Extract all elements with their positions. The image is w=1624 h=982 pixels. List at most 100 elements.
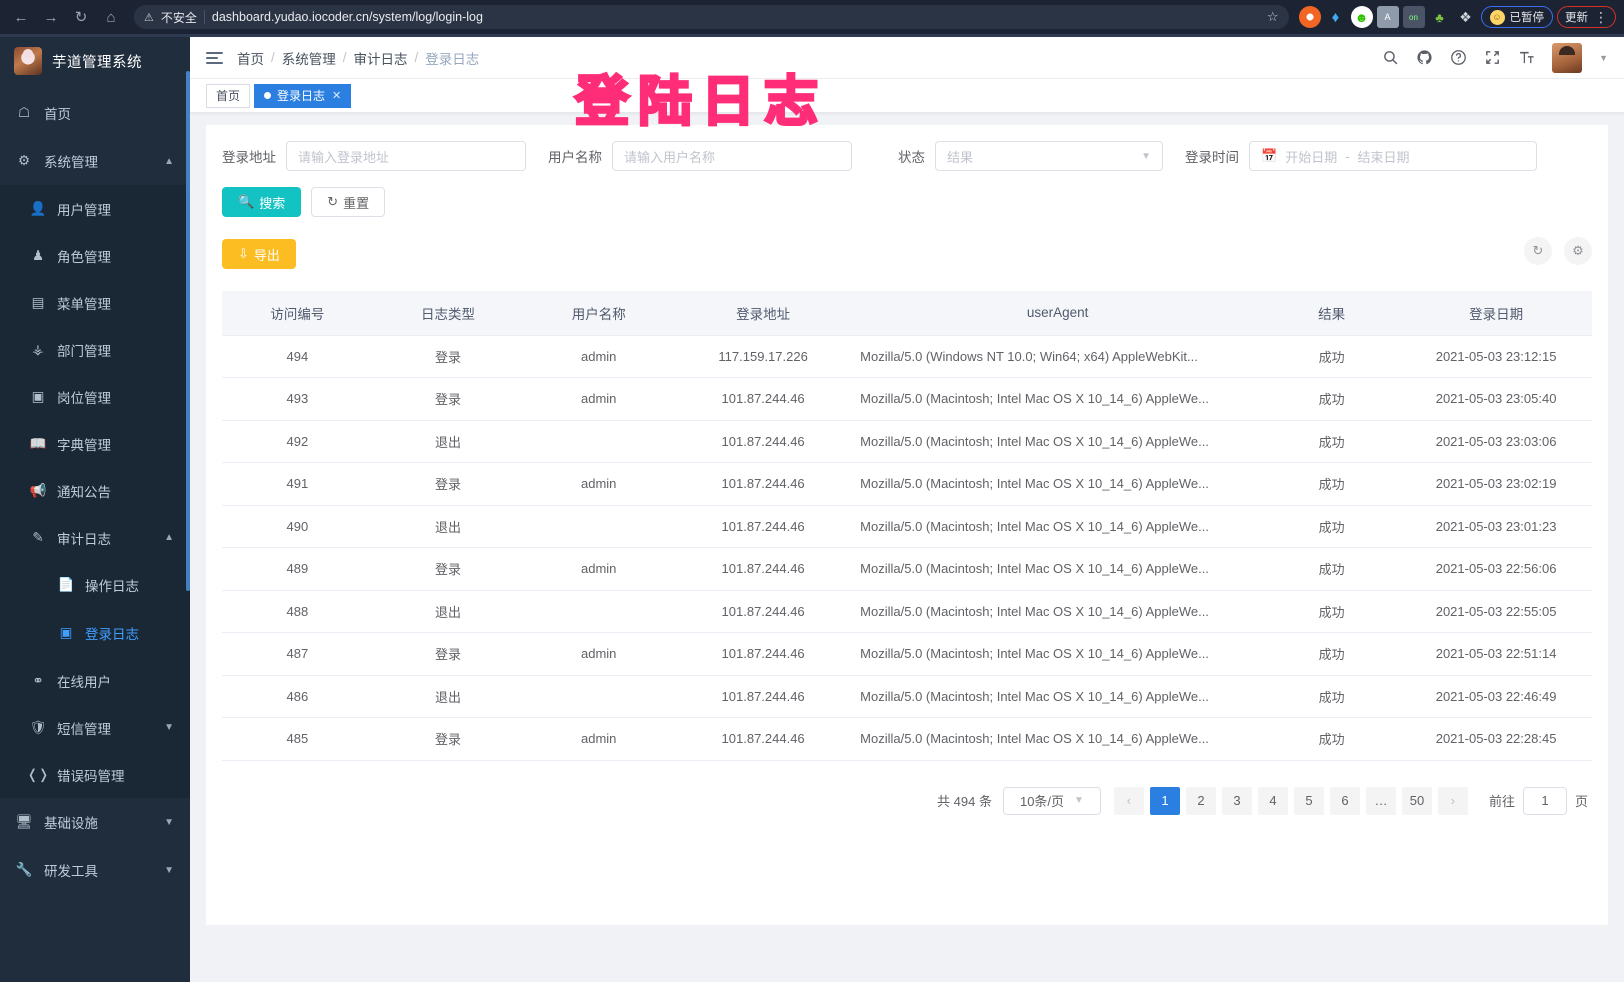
breadcrumb-item-system[interactable]: 系统管理 [281, 51, 336, 67]
refresh-circle-icon[interactable]: ↻ [1524, 237, 1552, 265]
sidebar-item-dept-mgmt[interactable]: ⚶ 部门管理 [0, 326, 190, 373]
pagination-page-4[interactable]: 4 [1257, 786, 1288, 815]
table-row[interactable]: 486 退出 101.87.244.46 Mozilla/5.0 (Macintosh… [222, 675, 1592, 718]
book-icon: 📖 [29, 435, 47, 451]
daterange-login-time[interactable]: 📅 开始日期 - 结束日期 [1249, 141, 1537, 171]
tab-home[interactable]: 首页 [206, 83, 251, 108]
home-icon[interactable]: ⌂ [106, 8, 116, 26]
columns-settings-icon[interactable]: ⚙ [1564, 237, 1592, 265]
table-row[interactable]: 487 登录 admin 101.87.244.46 Mozilla/5.0 (Maci… [222, 632, 1592, 676]
pagination-page-1[interactable]: 1 [1149, 786, 1180, 815]
table-row[interactable]: 492 退出 101.87.244.46 Mozilla/5.0 (Macintosh… [222, 420, 1592, 463]
pagination-next-button[interactable]: › [1437, 786, 1468, 815]
sidebar-item-label: 首页 [44, 107, 71, 122]
extension-icon-orange[interactable] [1298, 6, 1321, 28]
table-row[interactable]: 493 登录 admin 101.87.244.46 Mozilla/5.0 (Maci… [222, 377, 1592, 421]
sidebar-item-menu-mgmt[interactable]: ▤ 菜单管理 [0, 279, 190, 326]
pagination-page-3[interactable]: 3 [1221, 786, 1252, 815]
sidebar-item-operation-log[interactable]: 📄 操作日志 [0, 561, 190, 609]
sidebar-item-system[interactable]: ⚙ 系统管理 ▲ [0, 137, 190, 185]
extension-icon-translate[interactable]: A [1376, 6, 1399, 28]
update-button[interactable]: 更新 ⋮ [1557, 6, 1616, 28]
sidebar-item-post-mgmt[interactable]: ▣ 岗位管理 [0, 373, 190, 420]
pagination-page-5[interactable]: 5 [1293, 786, 1324, 815]
pagination-page-6[interactable]: 6 [1329, 786, 1360, 815]
input-placeholder: 请输入用户名称 [624, 149, 716, 165]
jump-page-value: 1 [1541, 793, 1549, 808]
fullscreen-icon[interactable] [1484, 49, 1501, 66]
sidebar-item-dict-mgmt[interactable]: 📖 字典管理 [0, 420, 190, 467]
sidebar-item-sms-mgmt[interactable]: 🛡 短信管理 ▼ [0, 704, 190, 751]
sidebar-item-error-code[interactable]: ❬❭ 错误码管理 [0, 751, 190, 798]
breadcrumb-item-home[interactable]: 首页 [237, 51, 264, 67]
cell-user-agent: Mozilla/5.0 (Macintosh; Intel Mac OS X 1… [852, 420, 1264, 463]
cell-login-address: 101.87.244.46 [674, 420, 853, 463]
extension-icon-on[interactable]: on [1402, 6, 1425, 28]
pagination-page-2[interactable]: 2 [1185, 786, 1216, 815]
font-size-icon[interactable] [1518, 49, 1535, 66]
reload-icon[interactable]: ↻ [74, 9, 88, 26]
profile-paused-badge[interactable]: ☺ 已暂停 [1480, 6, 1553, 28]
sidebar-item-audit-log[interactable]: ✎ 审计日志 ▲ [0, 514, 190, 561]
search-button[interactable]: 🔍 搜索 [222, 187, 302, 217]
cell-login-address: 117.159.17.226 [674, 335, 853, 378]
search-input-username[interactable]: 请输入用户名称 [612, 141, 852, 171]
cell-login-date: 2021-05-03 23:02:19 [1400, 462, 1592, 506]
export-button[interactable]: ⇩ 导出 [222, 239, 296, 269]
reset-button[interactable]: ↻ 重置 [311, 187, 386, 217]
select-status[interactable]: 结果 ▼ [935, 141, 1163, 171]
tab-active-dot-icon [264, 92, 272, 99]
sidebar-item-role-mgmt[interactable]: ♟ 角色管理 [0, 232, 190, 279]
sidebar-item-home[interactable]: ☖ 首页 [0, 89, 190, 137]
pagination-prev-button[interactable]: ‹ [1113, 786, 1144, 815]
address-bar[interactable]: ⚠ 不安全 dashboard.yudao.iocoder.cn/system/… [134, 5, 1289, 29]
table-row[interactable]: 494 登录 admin 117.159.17.226 Mozilla/5.0 (Win… [222, 335, 1592, 378]
field-label: 用户名称 [548, 150, 602, 165]
avatar[interactable] [1552, 42, 1583, 73]
search-input-login-address[interactable]: 请输入登录地址 [286, 141, 526, 171]
cell-result: 成功 [1263, 590, 1401, 633]
bookmark-star-icon[interactable]: ☆ [1266, 9, 1279, 24]
cell-login-address: 101.87.244.46 [674, 505, 853, 548]
pagination-page-50[interactable]: 50 [1401, 786, 1432, 815]
chevron-down-icon[interactable]: ▼ [1599, 52, 1608, 63]
pagination-ellipsis[interactable]: … [1365, 786, 1396, 815]
pagination-jump: 前往 1 页 [1489, 786, 1588, 815]
github-icon[interactable] [1416, 49, 1433, 66]
sidebar-item-online-user[interactable]: ⚭ 在线用户 [0, 657, 190, 704]
daterange-start-placeholder: 开始日期 [1285, 149, 1338, 165]
sidebar-item-dev-tools[interactable]: 🔧 研发工具 ▼ [0, 846, 190, 894]
page-size-value: 10条/页 [1019, 794, 1065, 809]
sidebar-item-label: 系统管理 [44, 155, 98, 170]
extension-icon-leaf[interactable]: ♣ [1435, 9, 1444, 25]
table-row[interactable]: 491 登录 admin 101.87.244.46 Mozilla/5.0 (Maci… [222, 462, 1592, 506]
cell-log-type: 登录 [372, 462, 524, 506]
table-row[interactable]: 488 退出 101.87.244.46 Mozilla/5.0 (Macintosh… [222, 590, 1592, 633]
table-row[interactable]: 485 登录 admin 101.87.244.46 Mozilla/5.0 (Maci… [222, 717, 1592, 761]
table-row[interactable]: 489 登录 admin 101.87.244.46 Mozilla/5.0 (Maci… [222, 547, 1592, 591]
breadcrumb-item-audit[interactable]: 审计日志 [353, 51, 408, 67]
extension-icon-wechat[interactable]: ☻ [1350, 6, 1373, 28]
close-icon[interactable]: ✕ [332, 90, 342, 102]
help-circle-icon[interactable] [1450, 49, 1467, 66]
search-icon[interactable] [1382, 49, 1399, 66]
hamburger-icon[interactable] [206, 51, 223, 64]
extensions-puzzle-icon[interactable]: ❖ [1459, 8, 1472, 25]
table-row[interactable]: 490 退出 101.87.244.46 Mozilla/5.0 (Macintosh… [222, 505, 1592, 548]
forward-arrow-icon[interactable]: → [43, 8, 59, 26]
jump-page-input[interactable]: 1 [1522, 786, 1567, 815]
kebab-menu-icon[interactable]: ⋮ [1594, 9, 1608, 25]
field-status: 状态 结果 ▼ [898, 141, 1163, 171]
breadcrumb-separator: / [414, 50, 419, 65]
tab-login-log[interactable]: 登录日志 ✕ [254, 83, 352, 108]
back-arrow-icon[interactable]: ← [13, 8, 29, 26]
sidebar-scrollbar[interactable] [186, 71, 190, 591]
sidebar-item-login-log[interactable]: ▣ 登录日志 [0, 609, 190, 657]
cell-user-agent: Mozilla/5.0 (Windows NT 10.0; Win64; x64… [852, 335, 1264, 378]
sidebar-item-infrastructure[interactable]: 🖥 基础设施 ▼ [0, 798, 190, 846]
sidebar-item-user-mgmt[interactable]: 👤 用户管理 [0, 185, 190, 232]
sidebar-item-notice[interactable]: 📢 通知公告 [0, 467, 190, 514]
page-size-select[interactable]: 10条/页 ▼ [1002, 786, 1101, 815]
extension-icon-diamond[interactable]: ♦ [1331, 8, 1340, 26]
sidebar-brand[interactable]: 芋道管理系统 [0, 37, 190, 85]
